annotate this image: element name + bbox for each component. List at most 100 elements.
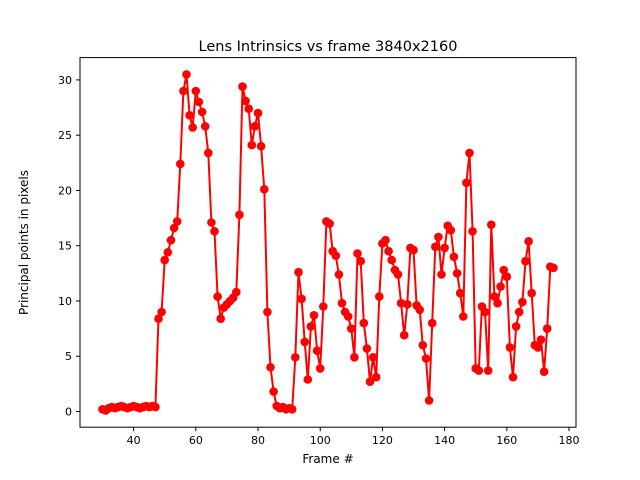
y-tick-label: 30 bbox=[58, 74, 72, 87]
data-point bbox=[434, 232, 443, 242]
data-point bbox=[300, 337, 310, 347]
data-point bbox=[362, 344, 372, 353]
data-point bbox=[375, 292, 384, 301]
data-point bbox=[368, 353, 378, 362]
data-point bbox=[269, 387, 278, 396]
data-point bbox=[437, 270, 446, 279]
data-point bbox=[452, 269, 462, 278]
data-point bbox=[518, 297, 527, 307]
data-point bbox=[521, 256, 530, 266]
data-point bbox=[496, 282, 505, 291]
y-tick-label: 0 bbox=[65, 406, 72, 419]
data-point bbox=[166, 235, 176, 245]
data-point bbox=[309, 311, 319, 320]
data-point bbox=[291, 353, 300, 362]
data-point bbox=[172, 217, 182, 226]
data-point bbox=[399, 330, 409, 340]
data-point bbox=[350, 353, 359, 362]
data-point bbox=[356, 256, 366, 266]
data-point bbox=[536, 335, 546, 345]
data-point bbox=[347, 324, 356, 333]
data-point bbox=[387, 255, 397, 265]
x-tick-label: 180 bbox=[559, 434, 580, 447]
y-axis-label: Principal points in pixels bbox=[17, 170, 31, 315]
x-axis-label: Frame # bbox=[302, 452, 353, 466]
x-tick-label: 80 bbox=[251, 434, 265, 447]
x-tick-label: 160 bbox=[496, 434, 517, 447]
y-tick-label: 10 bbox=[58, 295, 72, 308]
x-tick-label: 100 bbox=[310, 434, 331, 447]
data-point bbox=[427, 318, 437, 328]
data-point bbox=[260, 185, 269, 194]
data-point bbox=[241, 96, 250, 106]
data-point bbox=[213, 292, 222, 301]
data-point bbox=[160, 255, 169, 265]
data-point bbox=[306, 322, 316, 331]
data-point bbox=[493, 298, 502, 308]
data-point bbox=[446, 225, 456, 235]
axes-frame bbox=[79, 57, 577, 428]
data-point bbox=[337, 298, 347, 308]
data-point bbox=[393, 270, 403, 279]
data-point bbox=[468, 227, 477, 236]
data-point bbox=[247, 140, 257, 150]
data-point bbox=[480, 307, 490, 317]
data-point bbox=[185, 111, 194, 120]
data-point bbox=[514, 307, 524, 317]
data-point bbox=[197, 107, 207, 117]
data-point bbox=[253, 108, 263, 118]
data-point bbox=[542, 324, 552, 333]
data-point bbox=[169, 223, 179, 233]
data-point bbox=[154, 314, 163, 324]
y-tick-label: 5 bbox=[65, 350, 72, 363]
data-point bbox=[204, 148, 213, 158]
data-point bbox=[487, 220, 496, 229]
data-point bbox=[403, 300, 412, 309]
data-point bbox=[294, 267, 303, 277]
data-point bbox=[511, 322, 521, 331]
data-point bbox=[508, 372, 518, 382]
data-point bbox=[207, 218, 216, 227]
data-point bbox=[232, 287, 241, 297]
data-point bbox=[194, 97, 204, 107]
x-tick-label: 120 bbox=[372, 434, 393, 447]
data-point bbox=[499, 265, 509, 275]
data-point bbox=[424, 396, 434, 405]
data-point bbox=[353, 249, 362, 258]
data-point bbox=[449, 252, 459, 262]
data-point bbox=[421, 354, 431, 363]
data-point bbox=[297, 294, 306, 304]
data-point bbox=[549, 263, 558, 273]
data-point bbox=[502, 272, 512, 282]
data-point bbox=[266, 363, 275, 372]
data-point bbox=[319, 302, 328, 311]
x-tick-label: 140 bbox=[434, 434, 455, 447]
data-point bbox=[462, 178, 471, 187]
data-point bbox=[191, 86, 201, 96]
data-point bbox=[334, 270, 344, 279]
data-point bbox=[431, 242, 440, 252]
data-point bbox=[303, 375, 313, 384]
data-point bbox=[312, 346, 322, 356]
data-point bbox=[250, 122, 260, 131]
data-point bbox=[331, 251, 341, 260]
data-point bbox=[163, 248, 173, 257]
data-point bbox=[455, 288, 465, 298]
data-point bbox=[263, 307, 272, 317]
data-point bbox=[157, 307, 166, 317]
data-point bbox=[179, 86, 188, 96]
data-point bbox=[151, 402, 160, 412]
data-point bbox=[216, 314, 225, 324]
data-point bbox=[371, 372, 381, 382]
data-point bbox=[343, 312, 353, 321]
data-point bbox=[381, 235, 390, 245]
data-point bbox=[409, 245, 418, 255]
data-point bbox=[365, 377, 375, 387]
y-tick-label: 20 bbox=[58, 184, 72, 197]
data-point bbox=[490, 292, 499, 301]
data-point bbox=[325, 219, 334, 228]
data-point bbox=[483, 366, 493, 375]
x-tick-label: 40 bbox=[127, 434, 141, 447]
